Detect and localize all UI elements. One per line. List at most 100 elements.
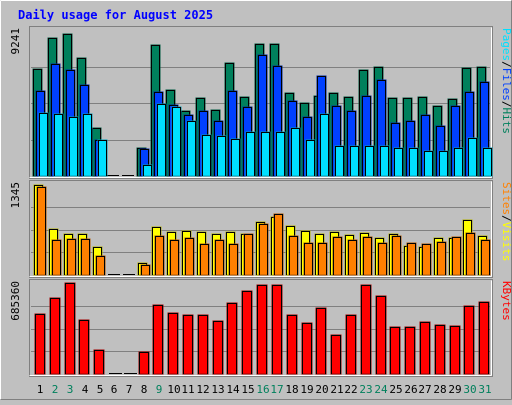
x-tick-label-day-13: 13 bbox=[211, 383, 224, 396]
legend: Sites/Visits bbox=[500, 182, 512, 262]
bar-pages-3-1 bbox=[38, 112, 49, 177]
bar-sites-2-16 bbox=[258, 223, 269, 276]
bar-pages-3-18 bbox=[290, 127, 301, 177]
bar-pages-3-23 bbox=[364, 145, 375, 177]
bar-kbytes-1-23 bbox=[360, 284, 372, 375]
bar-pages-3-9 bbox=[156, 103, 167, 177]
bar-kbytes-1-25 bbox=[389, 326, 401, 375]
bar-kbytes-1-8 bbox=[138, 351, 150, 375]
x-tick-label-day-20: 20 bbox=[315, 383, 328, 396]
bar-kbytes-1-28 bbox=[434, 324, 446, 375]
x-tick-label-day-8: 8 bbox=[141, 383, 148, 396]
y-max-label: 1345 bbox=[9, 182, 22, 209]
x-tick-label-day-21: 21 bbox=[330, 383, 343, 396]
x-tick-label-day-15: 15 bbox=[241, 383, 254, 396]
x-tick-label-day-17: 17 bbox=[270, 383, 283, 396]
x-tick-label-day-6: 6 bbox=[111, 383, 118, 396]
bar-kbytes-1-22 bbox=[345, 314, 357, 375]
bar-kbytes-1-30 bbox=[463, 305, 475, 375]
x-tick-label-day-9: 9 bbox=[156, 383, 163, 396]
bar-kbytes-1-29 bbox=[449, 325, 461, 375]
bar-sites-2-26 bbox=[406, 242, 417, 276]
bar-sites-2-20 bbox=[317, 242, 328, 276]
legend: Pages/Files/Hits bbox=[500, 28, 512, 134]
bar-kbytes-1-16 bbox=[256, 284, 268, 375]
bar-sites-2-12 bbox=[199, 243, 210, 276]
bar-pages-3-3 bbox=[68, 116, 79, 177]
bar-pages-3-24 bbox=[379, 145, 390, 177]
bar-pages-3-22 bbox=[349, 145, 360, 177]
bar-sites-2-29 bbox=[451, 236, 462, 276]
bar-sites-2-14 bbox=[228, 243, 239, 276]
bar-sites-2-17 bbox=[273, 213, 284, 276]
bar-pages-3-30 bbox=[467, 137, 478, 177]
chart-title: Daily usage for August 2025 bbox=[18, 8, 213, 22]
bar-pages-3-20 bbox=[319, 113, 330, 177]
x-tick-label-day-12: 12 bbox=[196, 383, 209, 396]
x-tick-label-day-22: 22 bbox=[344, 383, 357, 396]
x-tick-label-day-3: 3 bbox=[67, 383, 74, 396]
x-tick-label-day-1: 1 bbox=[37, 383, 44, 396]
bar-kbytes-1-5 bbox=[93, 349, 105, 375]
x-tick-label-day-5: 5 bbox=[97, 383, 104, 396]
bar-pages-3-27 bbox=[423, 150, 434, 177]
bar-kbytes-1-20 bbox=[315, 307, 327, 375]
panel-border bbox=[29, 279, 493, 377]
bar-kbytes-1-15 bbox=[241, 290, 253, 375]
bar-kbytes-1-2 bbox=[49, 297, 61, 375]
bar-kbytes-1-17 bbox=[271, 284, 283, 375]
bar-kbytes-1-18 bbox=[286, 314, 298, 375]
bar-sites-2-21 bbox=[332, 236, 343, 276]
bar-sites-2-31 bbox=[480, 239, 491, 276]
bar-sites-2-28 bbox=[436, 241, 447, 276]
bar-pages-3-12 bbox=[201, 134, 212, 177]
bar-pages-3-10 bbox=[171, 106, 182, 177]
bar-pages-3-2 bbox=[53, 113, 64, 177]
bar-sites-2-19 bbox=[303, 242, 314, 276]
x-tick-label-day-19: 19 bbox=[300, 383, 313, 396]
bar-pages-3-17 bbox=[275, 131, 286, 177]
legend-entry: / bbox=[500, 215, 512, 222]
x-tick-label-day-24: 24 bbox=[374, 383, 388, 396]
bar-kbytes-1-1 bbox=[34, 313, 46, 375]
bar-pages-3-8 bbox=[142, 164, 153, 177]
bar-pages-3-29 bbox=[453, 147, 464, 177]
bar-sites-2-3 bbox=[66, 238, 77, 276]
bar-sites-2-25 bbox=[391, 235, 402, 276]
bar-kbytes-1-13 bbox=[212, 320, 224, 375]
x-tick-label-day-10: 10 bbox=[167, 383, 180, 396]
panel-border bbox=[29, 180, 493, 278]
bar-sites-2-22 bbox=[347, 239, 358, 276]
x-tick-label-day-16: 16 bbox=[256, 383, 269, 396]
bar-pages-3-5 bbox=[97, 139, 108, 177]
bar-pages-3-11 bbox=[186, 120, 197, 177]
bar-kbytes-1-12 bbox=[197, 314, 209, 375]
bar-kbytes-1-4 bbox=[78, 319, 90, 375]
bar-sites-2-8 bbox=[140, 264, 151, 276]
legend-entry: Files bbox=[500, 68, 512, 101]
legend-entry: Pages bbox=[500, 28, 512, 61]
bar-pages-3-19 bbox=[305, 139, 316, 177]
x-tick-label-day-4: 4 bbox=[82, 383, 89, 396]
bar-sites-2-9 bbox=[154, 235, 165, 276]
bar-pages-3-31 bbox=[482, 147, 493, 177]
x-tick-label-day-14: 14 bbox=[226, 383, 240, 396]
bar-sites-2-18 bbox=[288, 235, 299, 276]
bar-pages-3-15 bbox=[245, 131, 256, 177]
bar-kbytes-1-21 bbox=[330, 334, 342, 375]
bar-sites-2-15 bbox=[243, 233, 254, 276]
bar-pages-3-4 bbox=[82, 113, 93, 177]
y-max-label: 685360 bbox=[9, 281, 22, 321]
bar-kbytes-1-14 bbox=[226, 302, 238, 375]
bar-pages-3-25 bbox=[393, 147, 404, 177]
x-tick-label-day-23: 23 bbox=[359, 383, 372, 396]
bar-sites-2-11 bbox=[184, 237, 195, 276]
legend-entry: Hits bbox=[500, 108, 512, 135]
bar-kbytes-1-26 bbox=[404, 326, 416, 375]
bar-pages-3-16 bbox=[260, 131, 271, 177]
bar-kbytes-1-27 bbox=[419, 321, 431, 375]
bar-pages-3-26 bbox=[408, 147, 419, 177]
x-tick-label-day-11: 11 bbox=[181, 383, 194, 396]
